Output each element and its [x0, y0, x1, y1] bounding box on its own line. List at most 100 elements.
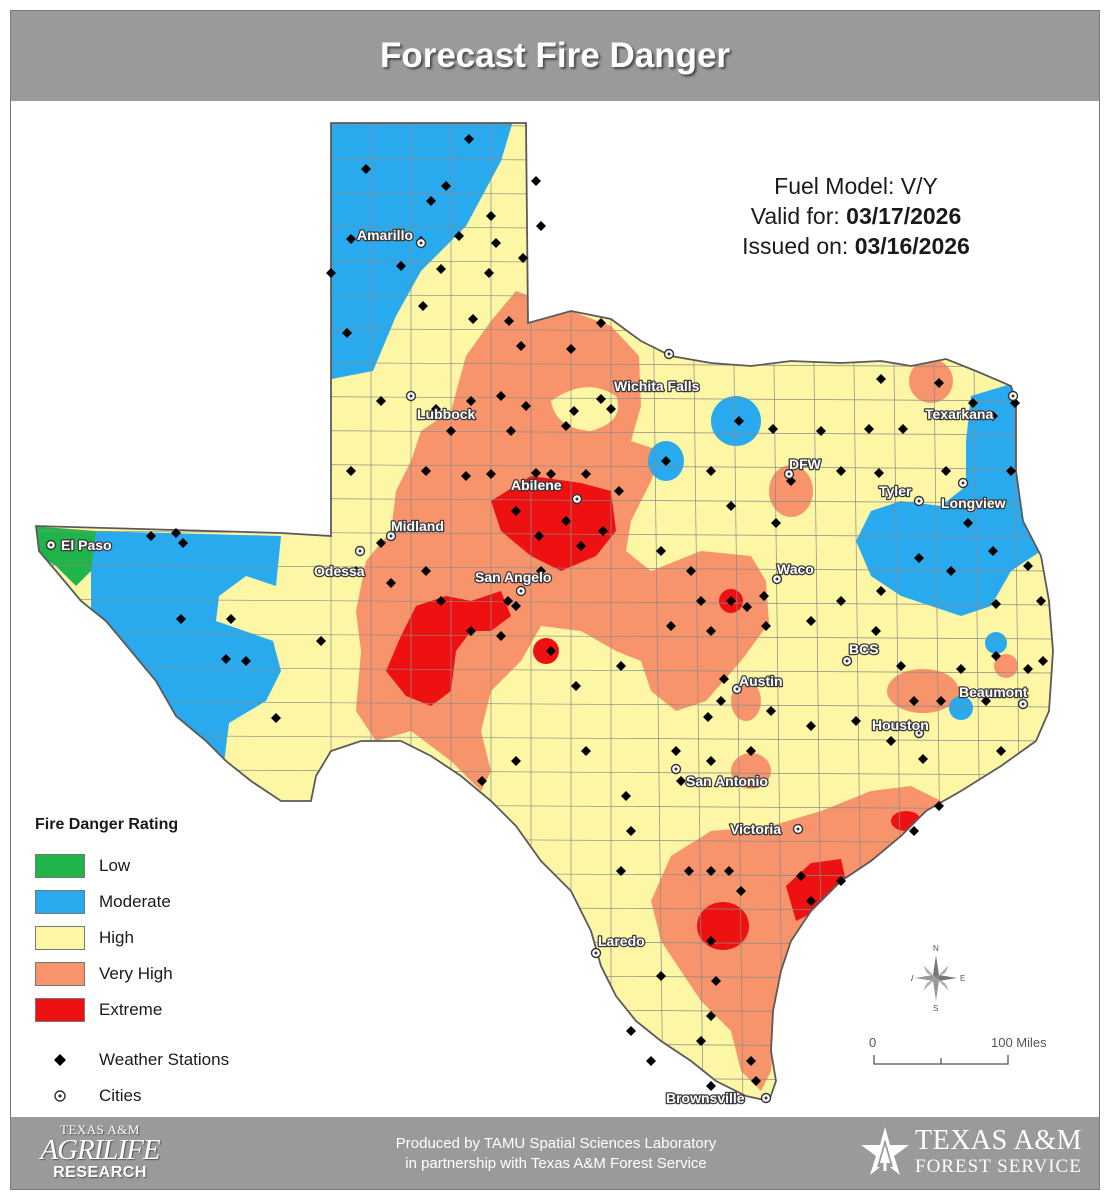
weather-station-marker	[864, 424, 874, 434]
zone-moderate-east	[856, 381, 1041, 616]
city-label: Wichita Falls	[614, 378, 700, 394]
city-dot-center	[735, 687, 739, 691]
weather-station-marker	[898, 424, 908, 434]
weather-station-marker	[706, 756, 716, 766]
texas-fire-danger-map: Amarillo Lubbock Wichita Falls Texarkana DFW…	[34, 122, 1054, 1107]
weather-station-marker	[816, 426, 826, 436]
city-dot-center	[1021, 702, 1025, 706]
issued-date: 03/16/2026	[854, 233, 970, 259]
weather-station-marker	[596, 394, 606, 404]
weather-station-marker	[736, 886, 746, 896]
weather-station-marker	[581, 746, 591, 756]
legend-item: Extreme	[35, 992, 295, 1028]
compass-w: W	[911, 974, 914, 983]
weather-station-marker	[464, 134, 474, 144]
weather-station-marker	[706, 466, 716, 476]
weather-station-marker	[346, 466, 356, 476]
weather-station-marker	[571, 681, 581, 691]
city-dot-center	[796, 827, 800, 831]
weather-station-marker	[576, 541, 586, 551]
legend-label: Low	[99, 856, 131, 875]
weather-station-marker	[796, 871, 806, 881]
weather-station-marker	[581, 469, 591, 479]
legend-swatch	[35, 998, 85, 1022]
weather-station-marker	[686, 566, 696, 576]
weather-station-marker	[988, 411, 998, 421]
weather-station-marker	[461, 471, 471, 481]
weather-station-marker	[696, 1036, 706, 1046]
weather-stations	[146, 134, 1048, 1091]
texas-outline	[34, 122, 1054, 1103]
legend-label: Extreme	[99, 1000, 163, 1019]
zone-extreme-west-central	[386, 591, 511, 706]
weather-station-marker	[706, 866, 716, 876]
weather-station-marker	[546, 469, 556, 479]
weather-station-marker	[426, 196, 436, 206]
city-dot-center	[775, 577, 779, 581]
weather-station-marker	[768, 424, 778, 434]
weather-station-marker	[316, 636, 326, 646]
city-label: Victoria	[730, 821, 781, 837]
produced-by-credit: Produced by TAMU Spatial Sciences Labora…	[395, 1135, 717, 1172]
weather-station-marker	[506, 426, 516, 436]
weather-station-marker	[361, 164, 371, 174]
city-label: Amarillo	[357, 227, 413, 243]
compass-n: N	[933, 944, 939, 953]
forest-service-logo: TEXAS A&M FOREST SERVICE	[857, 1123, 1087, 1183]
weather-station-marker	[346, 234, 356, 244]
weather-station-marker	[874, 468, 884, 478]
weather-station-marker	[531, 176, 541, 186]
weather-station-marker	[703, 712, 713, 722]
city-dot-center	[594, 951, 598, 955]
weather-station-marker	[176, 614, 186, 624]
weather-station-marker	[991, 599, 1001, 609]
weather-station-marker	[963, 518, 973, 528]
weather-station-marker	[981, 696, 991, 706]
legend-swatch	[35, 962, 85, 986]
weather-station-marker	[621, 791, 631, 801]
weather-station-marker	[871, 626, 881, 636]
weather-station-marker	[656, 971, 666, 981]
weather-station-marker	[896, 661, 906, 671]
weather-station-marker	[914, 553, 924, 563]
weather-station-marker	[454, 231, 464, 241]
weather-station-marker	[988, 546, 998, 556]
city-dot-center	[419, 241, 423, 245]
zone-very-high-dfw	[769, 465, 813, 517]
weather-station-marker	[376, 396, 386, 406]
star-tree-icon	[861, 1127, 909, 1175]
weather-station-marker	[706, 1011, 716, 1021]
weather-station-marker	[934, 801, 944, 811]
city-dot-center	[674, 767, 678, 771]
weather-station-marker	[536, 566, 546, 576]
city-dot-center	[845, 659, 849, 663]
weather-station-marker	[876, 586, 886, 596]
legend-stations: Weather Stations	[35, 1042, 295, 1078]
weather-station-marker	[746, 746, 756, 756]
weather-station-marker	[536, 221, 546, 231]
page-title: Forecast Fire Danger	[379, 36, 731, 75]
weather-station-marker	[598, 526, 608, 536]
weather-station-marker	[171, 528, 181, 538]
weather-station-marker	[724, 866, 734, 876]
weather-station-marker	[696, 596, 706, 606]
weather-station-marker	[342, 328, 352, 338]
weather-station-marker	[934, 378, 944, 388]
city-dot-center	[961, 481, 965, 485]
issued-line: Issued on: 03/16/2026	[742, 233, 970, 259]
weather-station-marker	[226, 614, 236, 624]
city-label: Houston	[872, 717, 929, 733]
weather-station-marker	[746, 1056, 756, 1066]
weather-station-marker	[671, 746, 681, 756]
legend-swatch	[35, 854, 85, 878]
zone-moderate-bcs-east	[985, 632, 1007, 654]
weather-station-marker	[719, 674, 729, 684]
weather-station-marker	[676, 776, 686, 786]
weather-station-marker	[496, 631, 506, 641]
zone-very-high-beaumont	[994, 654, 1018, 678]
scale-start: 0	[869, 1035, 877, 1050]
legend-item: Low	[35, 848, 295, 884]
weather-station-marker	[946, 566, 956, 576]
city-dot-center	[49, 543, 53, 547]
legend-swatch	[35, 926, 85, 950]
